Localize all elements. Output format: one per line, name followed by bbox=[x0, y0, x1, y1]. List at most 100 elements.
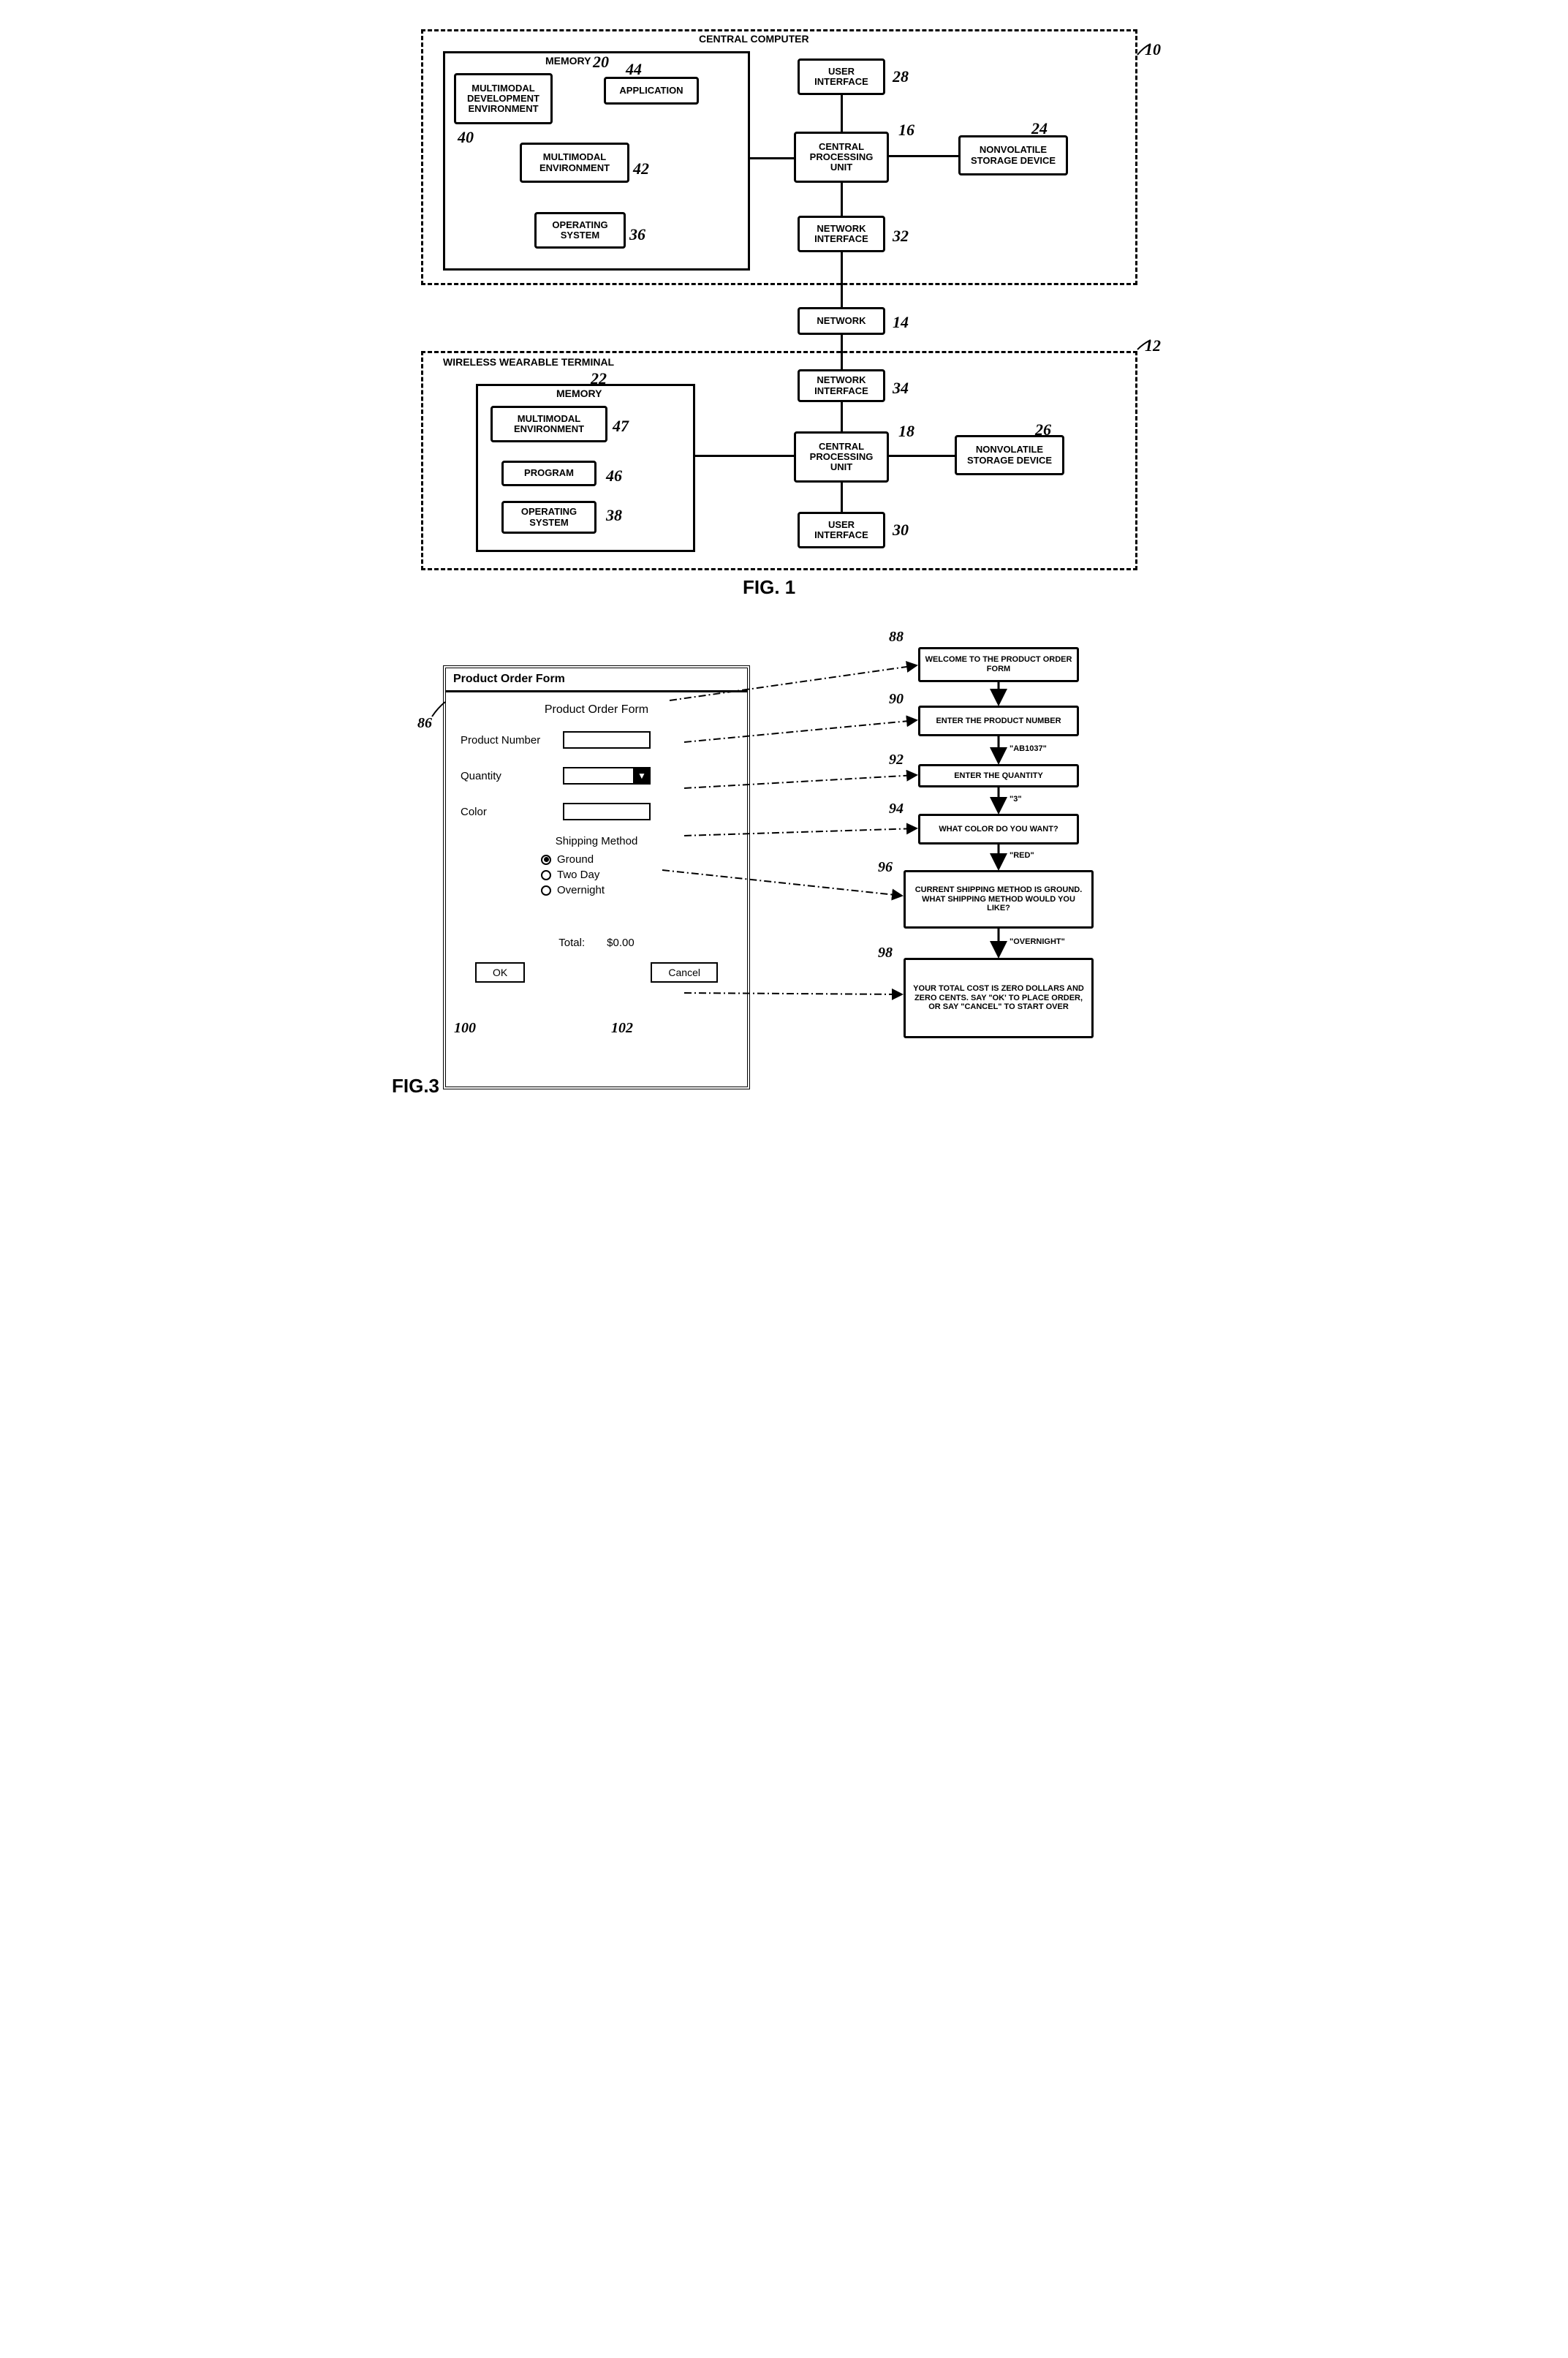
fig1-area: CENTRAL COMPUTER MEMORY MULTIMODAL DEVEL… bbox=[392, 15, 1176, 600]
total-value: $0.00 bbox=[607, 937, 635, 949]
multimodal-env1-box: MULTIMODAL ENVIRONMENT bbox=[520, 143, 629, 183]
shipping-radio-group: Ground Two Day Overnight bbox=[541, 853, 732, 896]
ref-42: 42 bbox=[633, 159, 649, 178]
wireless-title: WIRELESS WEARABLE TERMINAL bbox=[443, 356, 614, 368]
ref-12: 12 bbox=[1145, 336, 1161, 355]
ref-26: 26 bbox=[1035, 420, 1051, 439]
application-box: APPLICATION bbox=[604, 77, 699, 105]
cpu2-box: CENTRAL PROCESSING UNIT bbox=[794, 431, 889, 483]
flow-color: WHAT COLOR DO YOU WANT? bbox=[918, 814, 1079, 844]
ref-24: 24 bbox=[1031, 119, 1048, 138]
ref-28: 28 bbox=[893, 67, 909, 86]
radio-twoday-label: Two Day bbox=[557, 869, 599, 881]
radio-ground[interactable]: Ground bbox=[541, 853, 732, 866]
flow-total: YOUR TOTAL COST IS ZERO DOLLARS AND ZERO… bbox=[904, 958, 1094, 1038]
line bbox=[841, 183, 843, 216]
ref-88: 88 bbox=[889, 629, 904, 646]
form-body: Product Order Form Product Number Quanti… bbox=[446, 692, 747, 994]
ref-102: 102 bbox=[611, 1020, 633, 1037]
network-interface2-box: NETWORK INTERFACE bbox=[798, 369, 885, 402]
ref-18: 18 bbox=[898, 422, 914, 441]
ref-47: 47 bbox=[613, 417, 629, 436]
ref-38: 38 bbox=[606, 506, 622, 525]
os2-box: OPERATING SYSTEM bbox=[501, 501, 596, 534]
fig1-label: FIG. 1 bbox=[743, 576, 795, 599]
flow-ans-3: "3" bbox=[1010, 795, 1022, 804]
color-label: Color bbox=[461, 806, 563, 818]
ref-14: 14 bbox=[893, 313, 909, 332]
flow-shipping: CURRENT SHIPPING METHOD IS GROUND. WHAT … bbox=[904, 870, 1094, 929]
flow-ans-overnight: "OVERNIGHT" bbox=[1010, 937, 1065, 946]
radio-overnight-label: Overnight bbox=[557, 884, 605, 896]
ref-30: 30 bbox=[893, 521, 909, 540]
line bbox=[841, 335, 843, 369]
network-box: NETWORK bbox=[798, 307, 885, 335]
ref-86: 86 bbox=[417, 715, 432, 732]
product-number-row: Product Number bbox=[461, 731, 732, 749]
ref-98: 98 bbox=[878, 945, 893, 961]
quantity-select[interactable]: ▼ bbox=[563, 767, 651, 785]
fig3-area: Product Order Form Product Order Form Pr… bbox=[392, 621, 1176, 1148]
ref-92: 92 bbox=[889, 752, 904, 768]
line bbox=[695, 455, 794, 457]
line bbox=[750, 157, 794, 159]
line bbox=[841, 252, 843, 307]
line bbox=[889, 155, 958, 157]
form-titlebar: Product Order Form bbox=[446, 668, 747, 692]
line bbox=[841, 402, 843, 431]
nvs2-box: NONVOLATILE STORAGE DEVICE bbox=[955, 435, 1064, 475]
page-root: CENTRAL COMPUTER MEMORY MULTIMODAL DEVEL… bbox=[392, 15, 1176, 1148]
quantity-row: Quantity ▼ bbox=[461, 767, 732, 785]
radio-overnight[interactable]: Overnight bbox=[541, 884, 732, 896]
user-interface1-box: USER INTERFACE bbox=[798, 58, 885, 95]
ref-100: 100 bbox=[454, 1020, 476, 1037]
quantity-label: Quantity bbox=[461, 770, 563, 782]
ref-40: 40 bbox=[458, 128, 474, 147]
color-input[interactable] bbox=[563, 803, 651, 820]
ref-16: 16 bbox=[898, 121, 914, 140]
flow-ans-ab1037: "AB1037" bbox=[1010, 744, 1047, 753]
radio-icon bbox=[541, 870, 551, 880]
radio-icon bbox=[541, 855, 551, 865]
flow-product-number: ENTER THE PRODUCT NUMBER bbox=[918, 706, 1079, 736]
radio-icon bbox=[541, 885, 551, 896]
program-box: PROGRAM bbox=[501, 461, 596, 486]
ref-22: 22 bbox=[591, 369, 607, 388]
shipping-label: Shipping Method bbox=[461, 835, 732, 847]
flow-welcome: WELCOME TO THE PRODUCT ORDER FORM bbox=[918, 647, 1079, 682]
dropdown-arrow-icon: ▼ bbox=[633, 768, 649, 783]
radio-twoday[interactable]: Two Day bbox=[541, 869, 732, 881]
ref-32: 32 bbox=[893, 227, 909, 246]
user-interface2-box: USER INTERFACE bbox=[798, 512, 885, 548]
ok-button[interactable]: OK bbox=[475, 962, 525, 983]
radio-ground-label: Ground bbox=[557, 853, 594, 866]
ref-90: 90 bbox=[889, 691, 904, 708]
fig3-label: FIG.3 bbox=[392, 1075, 439, 1097]
cancel-button[interactable]: Cancel bbox=[651, 962, 718, 983]
color-row: Color bbox=[461, 803, 732, 820]
memory2-label: MEMORY bbox=[556, 388, 602, 399]
ref-36: 36 bbox=[629, 225, 645, 244]
line bbox=[889, 455, 955, 457]
line bbox=[841, 483, 843, 512]
multimodal-env2-box: MULTIMODAL ENVIRONMENT bbox=[491, 406, 607, 442]
product-number-label: Product Number bbox=[461, 734, 563, 747]
ref-46: 46 bbox=[606, 466, 622, 485]
ref-94: 94 bbox=[889, 801, 904, 817]
flow-quantity: ENTER THE QUANTITY bbox=[918, 764, 1079, 787]
form-heading: Product Order Form bbox=[461, 703, 732, 717]
product-number-input[interactable] bbox=[563, 731, 651, 749]
nvs1-box: NONVOLATILE STORAGE DEVICE bbox=[958, 135, 1068, 175]
os1-box: OPERATING SYSTEM bbox=[534, 212, 626, 249]
cpu1-box: CENTRAL PROCESSING UNIT bbox=[794, 132, 889, 183]
network-interface1-box: NETWORK INTERFACE bbox=[798, 216, 885, 252]
central-computer-title: CENTRAL COMPUTER bbox=[699, 33, 809, 45]
ref-44: 44 bbox=[626, 60, 642, 79]
ref-34: 34 bbox=[893, 379, 909, 398]
ref-10: 10 bbox=[1145, 40, 1161, 59]
ref-96: 96 bbox=[878, 859, 893, 876]
product-order-form: Product Order Form Product Order Form Pr… bbox=[443, 665, 750, 1089]
flow-ans-red: "RED" bbox=[1010, 851, 1034, 860]
ref-20: 20 bbox=[593, 53, 609, 72]
mde-box: MULTIMODAL DEVELOPMENT ENVIRONMENT bbox=[454, 73, 553, 124]
